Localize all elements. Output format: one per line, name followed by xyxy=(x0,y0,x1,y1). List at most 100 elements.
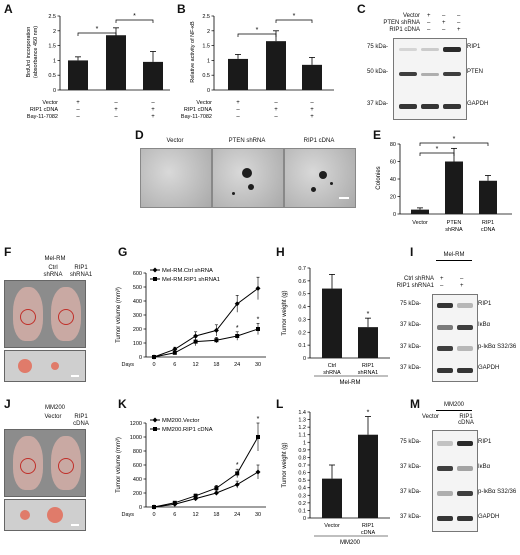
significance-bracket xyxy=(115,19,154,23)
blot-band xyxy=(437,303,453,309)
blot-band xyxy=(457,491,473,496)
condition-sign: + xyxy=(442,20,446,26)
y-tick-label: 0 xyxy=(139,355,142,361)
blot-band xyxy=(443,104,461,109)
blot-band xyxy=(457,303,473,309)
group-header: MM200 xyxy=(443,402,464,408)
y-tick-label: 2.5 xyxy=(202,14,210,20)
y-tick-label: 1000 xyxy=(130,435,142,441)
series-line xyxy=(153,287,259,358)
y-tick-label: 1.4 xyxy=(298,410,306,416)
colony-photo xyxy=(212,148,284,208)
blot-band xyxy=(421,104,439,109)
tumor-outline xyxy=(20,309,36,325)
mw-marker-label: 37 kDa- xyxy=(400,365,422,372)
condition-row-label: RIP1 cDNA xyxy=(184,107,212,113)
data-point xyxy=(172,500,177,505)
colony xyxy=(319,171,327,179)
mw-marker-label: 37 kDa- xyxy=(367,101,389,107)
blot-band xyxy=(437,346,453,352)
significance-star: * xyxy=(236,462,239,469)
condition-sign: + xyxy=(151,114,155,120)
panel-i-western: Mel-RM Ctrl shRNA + – RIP1 shRNA1– +75 kDa- RI… xyxy=(396,252,520,384)
data-point xyxy=(214,338,219,343)
data-point xyxy=(234,301,240,307)
condition-sign: + xyxy=(457,27,461,33)
y-axis-label: Relative activity of NF-κB xyxy=(190,21,196,83)
x-category-label: RIP1 xyxy=(362,523,374,529)
y-tick-label: 0.2 xyxy=(298,330,306,336)
y-tick-label: 2 xyxy=(53,29,56,35)
panel-label-a: A xyxy=(4,2,13,16)
x-category-label: shRNA xyxy=(323,370,341,376)
mw-marker-label: 75 kDa- xyxy=(400,300,422,307)
significance-star: * xyxy=(257,316,260,323)
bar xyxy=(68,60,88,90)
y-tick-label: 1 xyxy=(303,440,306,446)
y-tick-label: 2 xyxy=(207,29,210,35)
data-point xyxy=(235,471,240,476)
y-tick-label: 600 xyxy=(133,271,142,277)
scale-bar xyxy=(71,524,79,526)
mw-marker-label: 75 kDa- xyxy=(400,438,422,445)
group-label: Mel-RM xyxy=(340,380,361,386)
y-tick-label: 60 xyxy=(390,160,396,166)
legend-marker xyxy=(152,417,158,423)
panel-h-chart: 0 0.1 0.2 0.3 0.4 0.5 0.6 0.7 Tumor weight (g) * C… xyxy=(282,266,390,386)
x-tick-label: 6 xyxy=(173,512,176,518)
x-tick-label: 24 xyxy=(234,362,240,368)
y-tick-label: 0.9 xyxy=(298,448,306,454)
blot-band xyxy=(457,367,473,373)
panel-label-f: F xyxy=(4,245,12,259)
group-header: MM200 xyxy=(44,405,65,411)
bar xyxy=(322,288,342,358)
excised-tumor xyxy=(47,507,63,523)
x-category-label: cDNA xyxy=(361,530,376,536)
bar xyxy=(228,58,248,90)
y-tick-label: 1200 xyxy=(130,421,142,427)
group-label: MM200 xyxy=(340,540,361,546)
significance-star: * xyxy=(256,27,259,34)
y-axis-label: BrdUrd incorporation xyxy=(26,27,32,78)
condition-sign: – xyxy=(442,13,446,19)
y-tick-label: 0 xyxy=(393,212,396,218)
condition-row-label: RIP1 cDNA xyxy=(389,27,420,33)
y-tick-label: 0 xyxy=(139,505,142,511)
bar xyxy=(479,180,497,214)
blot-membrane xyxy=(432,430,478,532)
condition-row-label: RIP1 shRNA1 xyxy=(396,283,434,289)
group-header: Mel-RM xyxy=(443,252,465,258)
group-label: Vector xyxy=(44,414,62,420)
condition-sign: + xyxy=(460,283,464,289)
y-tick-label: 600 xyxy=(133,463,142,469)
condition-sign: + xyxy=(76,100,80,106)
legend-label: Mel-RM.RIP1 shRNA1 xyxy=(162,277,220,283)
blot-band xyxy=(437,516,453,521)
excised-tumor-photo xyxy=(4,350,86,382)
data-point xyxy=(235,334,240,338)
significance-star: * xyxy=(133,13,136,20)
y-tick-label: 0.3 xyxy=(298,493,306,499)
excised-tumor xyxy=(20,510,30,520)
y-tick-label: 0.2 xyxy=(298,501,306,507)
legend-label: Mel-RM.Ctrl shRNA xyxy=(162,268,213,274)
panel-label-b: B xyxy=(177,2,186,16)
condition-row-label: Vector xyxy=(402,13,420,19)
significance-bracket xyxy=(237,33,277,37)
panel-label-c: C xyxy=(357,2,366,16)
panel-label-l: L xyxy=(276,397,284,411)
significance-bracket xyxy=(419,142,489,146)
y-tick-label: 1 xyxy=(207,58,210,64)
y-tick-label: 0.7 xyxy=(298,266,306,272)
panel-k-chart: 0 200 400 600 800 1000 1200 Tumor volume (mm³) 0… xyxy=(116,416,266,518)
y-axis-label: Tumor weight (g) xyxy=(282,442,288,487)
condition-sign: + xyxy=(114,107,118,113)
mw-marker-label: 37 kDa- xyxy=(400,463,422,470)
band-label: PTEN xyxy=(467,69,484,75)
group-underline xyxy=(436,410,472,411)
y-tick-label: 100 xyxy=(133,341,142,347)
panel-label-m: M xyxy=(410,397,420,411)
data-point xyxy=(172,346,178,352)
y-tick-label: 0 xyxy=(303,516,306,522)
panel-label-h: H xyxy=(276,245,285,259)
